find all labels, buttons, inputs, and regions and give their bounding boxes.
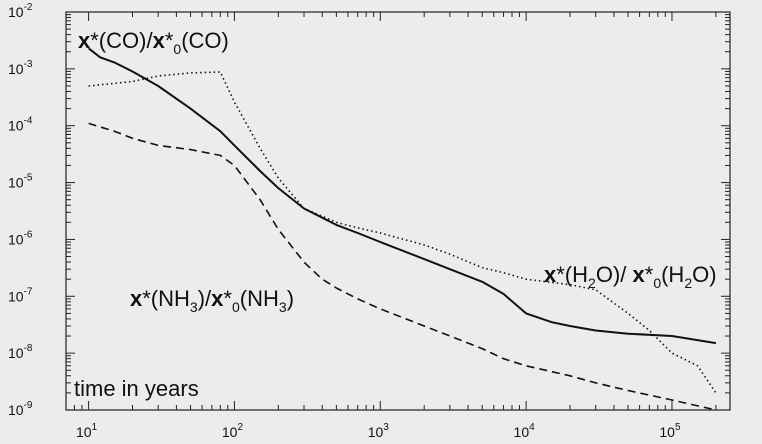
time-in-years-label: time in years: [74, 376, 199, 401]
y-tick-label: 10-5: [8, 173, 33, 191]
series-label-dotted: x*(H2O)/ x*0(H2O): [544, 262, 717, 291]
series-label-solid: x*(CO)/x*0(CO): [78, 28, 229, 57]
annotation-group: x*(CO)/x*0(CO) x*(H2O)/ x*0(H2O) x*(NH3)/x…: [74, 28, 717, 401]
plot-frame: [65, 11, 731, 411]
x-tick-label: 102: [222, 422, 244, 440]
tick-group: [65, 11, 730, 411]
series-group: [87, 47, 717, 411]
x-tick-label: 104: [514, 422, 536, 440]
y-tick-label: 10-6: [8, 229, 33, 247]
y-tick-label: 10-3: [8, 59, 33, 77]
x-tick-label: 105: [659, 422, 681, 440]
x-tick-label: 101: [76, 422, 98, 440]
y-tick-label: 10-7: [8, 286, 33, 304]
series-line-dotted: [88, 71, 717, 394]
x-tick-label: 103: [368, 422, 390, 440]
tick-label-group: 101 102 103 104 105 10-2 10-3 10-4 10-5 10-6 10-7 1…: [8, 2, 681, 440]
series-label-dashed: x*(NH3)/x*0(NH3): [130, 286, 294, 315]
y-tick-label: 10-8: [8, 343, 33, 361]
y-tick-label: 10-2: [8, 2, 33, 20]
series-line-solid: [87, 47, 717, 345]
series-line-dashed: [88, 122, 717, 411]
y-tick-label: 10-4: [8, 116, 33, 134]
y-tick-label: 10-9: [8, 400, 33, 418]
